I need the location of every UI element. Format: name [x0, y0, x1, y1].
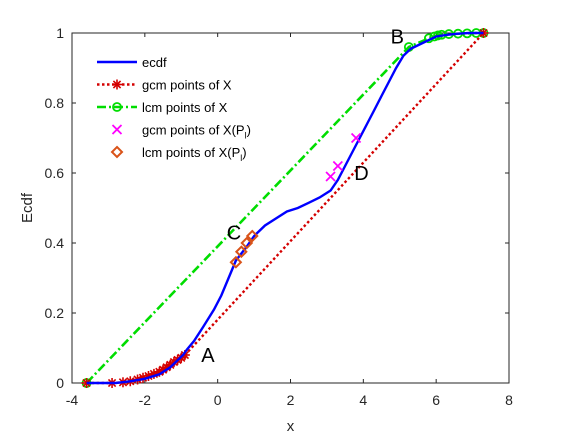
legend-marker	[112, 80, 122, 89]
x-tick-label: 6	[432, 392, 440, 408]
y-tick-label: 0.2	[45, 305, 65, 321]
x-tick-label: 0	[214, 392, 222, 408]
legend-entry: lcm points of X(Pl)	[110, 145, 247, 163]
x-tick-label: 2	[287, 392, 295, 408]
series-1	[86, 31, 484, 385]
data-series	[81, 28, 489, 388]
x-tick-label: -4	[66, 392, 79, 408]
series-5	[229, 229, 259, 269]
y-tick-label: 1	[56, 25, 64, 41]
y-tick-label: 0.8	[45, 95, 65, 111]
data-point	[234, 245, 248, 259]
legend: ecdf gcm points of X lcm points of X gcm po…	[97, 55, 251, 163]
legend-marker	[110, 145, 124, 159]
annotation-label: A	[201, 345, 215, 367]
y-tick-label: 0.4	[45, 235, 65, 251]
series-line	[86, 31, 484, 385]
data-point	[82, 378, 91, 388]
annotation-label: C	[227, 223, 241, 245]
data-point	[350, 132, 362, 144]
data-point	[332, 160, 343, 172]
annotation-label: B	[391, 27, 404, 49]
legend-entry: lcm points of X	[97, 100, 228, 115]
legend-label: gcm points of X	[142, 78, 232, 93]
annotation-label: D	[354, 163, 368, 185]
legend-label: lcm points of X	[142, 100, 228, 115]
series-4	[325, 132, 362, 182]
legend-marker	[112, 102, 122, 112]
point-annotations: A B C D	[201, 27, 404, 368]
data-point	[229, 255, 243, 269]
x-tick-label: -2	[139, 392, 152, 408]
y-axis-label: Ecdf	[19, 192, 36, 223]
y-tick-label: 0	[56, 375, 64, 391]
axis-ticks: -4 -2 0 2 4 6 8 0 0.2 0.4 0.6 0.8 1	[45, 25, 514, 408]
data-point	[325, 171, 336, 182]
data-point	[180, 350, 190, 360]
legend-label: gcm points of X(Pl)	[142, 123, 251, 141]
legend-entry: gcm points of X	[97, 78, 232, 93]
legend-marker	[111, 124, 123, 135]
x-tick-label: 4	[359, 392, 367, 408]
legend-entry: gcm points of X(Pl)	[111, 123, 251, 141]
legend-label: ecdf	[142, 55, 167, 70]
legend-entry: ecdf	[97, 55, 167, 70]
legend-label: lcm points of X(Pl)	[142, 145, 247, 163]
x-axis-label: x	[287, 418, 295, 435]
x-tick-label: 8	[505, 392, 513, 408]
data-point	[240, 236, 254, 250]
y-tick-label: 0.6	[45, 165, 65, 181]
data-point	[245, 229, 259, 243]
data-point	[479, 28, 488, 38]
